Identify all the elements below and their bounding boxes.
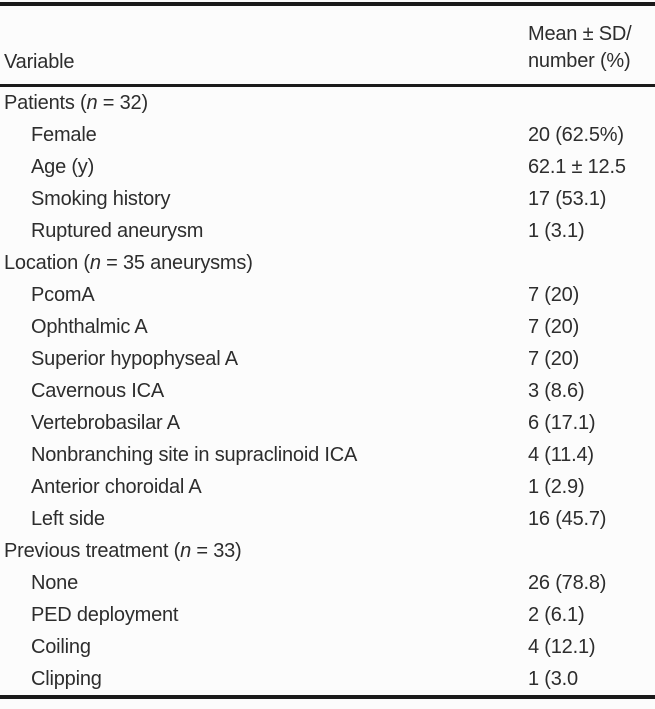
table-row: Female 20 (62.5%) [0,119,655,151]
table-row: Age (y) 62.1 ± 12.5 [0,151,655,183]
table-row: PcomA 7 (20) [0,279,655,311]
row-label: PcomA [31,283,95,306]
table-row: Coiling 4 (12.1) [0,631,655,663]
bottom-rule [0,695,655,699]
row-value: 1 (2.9) [528,475,585,498]
row-label: Coiling [31,635,91,658]
table-row: Ruptured aneurysm 1 (3.1) [0,215,655,247]
row-label: Previous treatment (n = 33) [4,539,242,562]
row-label: Patients (n = 32) [4,91,148,114]
row-value: 7 (20) [528,315,580,338]
row-label: Cavernous ICA [31,379,165,402]
italic-n: n [89,251,101,274]
row-label: PED deployment [31,603,179,626]
row-value: 17 (53.1) [528,187,607,210]
column-header-value-line1: Mean ± SD/ [528,23,632,45]
italic-n: n [180,539,192,562]
table-row: Anterior choroidal A 1 (2.9) [0,471,655,503]
row-label: Superior hypophyseal A [31,347,238,370]
row-value: 20 (62.5%) [528,123,624,146]
row-value: 2 (6.1) [528,603,585,626]
table-row: Nonbranching site in supraclinoid ICA 4 (… [0,439,655,471]
row-value: 16 (45.7) [528,507,607,530]
table-row: None 26 (78.8) [0,567,655,599]
table-row: Superior hypophyseal A 7 (20) [0,343,655,375]
row-value: 6 (17.1) [528,411,596,434]
row-label: Location (n = 35 aneurysms) [4,251,253,274]
table-section-row: Patients (n = 32) [0,87,655,119]
header-rule [0,84,655,87]
table-row: Smoking history 17 (53.1) [0,183,655,215]
column-header-value: Mean ± SD/ number (%) [528,21,655,84]
row-value: 62.1 ± 12.5 [528,155,626,178]
row-label: Ruptured aneurysm [31,219,204,242]
table-row: Vertebrobasilar A 6 (17.1) [0,407,655,439]
row-label: Anterior choroidal A [31,475,202,498]
row-label: Ophthalmic A [31,315,148,338]
row-value: 4 (12.1) [528,635,596,658]
row-label: Left side [31,507,105,530]
row-value: 3 (8.6) [528,379,585,402]
row-label: Clipping [31,667,102,690]
row-label: Smoking history [31,187,171,210]
table-row: Left side 16 (45.7) [0,503,655,535]
row-value: 1 (3.0 [528,667,578,690]
row-value: 26 (78.8) [528,571,607,594]
row-label: Nonbranching site in supraclinoid ICA [31,443,358,466]
table-header: Variable Mean ± SD/ number (%) [0,6,655,84]
italic-n: n [86,91,98,114]
table-row: Cavernous ICA 3 (8.6) [0,375,655,407]
row-label: Female [31,123,97,146]
row-label: Vertebrobasilar A [31,411,180,434]
table-section-row: Location (n = 35 aneurysms) [0,247,655,279]
table-row: Ophthalmic A 7 (20) [0,311,655,343]
column-header-variable: Variable [4,51,75,73]
row-value: 4 (11.4) [528,443,594,466]
row-value: 7 (20) [528,347,580,370]
table-body: Patients (n = 32) Female 20 (62.5%) Age (y)… [0,87,655,695]
column-header-value-line2: number (%) [528,50,631,72]
row-label: Age (y) [31,155,95,178]
table-row: PED deployment 2 (6.1) [0,599,655,631]
table-row: Clipping 1 (3.0 [0,663,655,695]
top-rule [0,2,655,6]
row-label: None [31,571,79,594]
table-section-row: Previous treatment (n = 33) [0,535,655,567]
row-value: 1 (3.1) [528,219,585,242]
row-value: 7 (20) [528,283,580,306]
